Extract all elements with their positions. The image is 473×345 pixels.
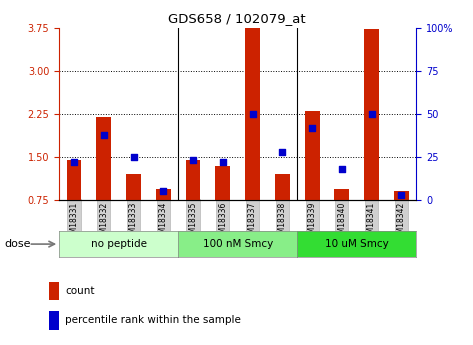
Point xyxy=(338,166,346,172)
Point xyxy=(249,111,256,117)
Text: 10 uM Smcy: 10 uM Smcy xyxy=(325,239,389,249)
Bar xyxy=(275,174,290,200)
Point xyxy=(159,189,167,194)
Bar xyxy=(245,28,260,200)
Point xyxy=(398,192,405,198)
Bar xyxy=(305,111,320,200)
Text: dose: dose xyxy=(5,239,31,249)
Point xyxy=(189,158,197,163)
Bar xyxy=(126,174,141,200)
Point xyxy=(279,149,286,155)
Point xyxy=(368,111,376,117)
Bar xyxy=(49,311,60,330)
Text: no peptide: no peptide xyxy=(91,239,147,249)
Bar xyxy=(394,191,409,200)
Bar xyxy=(67,160,81,200)
Bar xyxy=(364,29,379,200)
Point xyxy=(100,132,107,137)
Bar xyxy=(334,189,349,200)
Bar xyxy=(215,166,230,200)
Bar xyxy=(49,282,60,300)
Bar xyxy=(185,160,201,200)
Point xyxy=(70,159,78,165)
Text: count: count xyxy=(65,286,95,296)
Bar xyxy=(96,117,111,200)
Bar xyxy=(156,189,171,200)
Text: 100 nM Smcy: 100 nM Smcy xyxy=(202,239,273,249)
Text: percentile rank within the sample: percentile rank within the sample xyxy=(65,315,241,325)
Point xyxy=(308,125,316,130)
Text: GDS658 / 102079_at: GDS658 / 102079_at xyxy=(168,12,305,25)
Point xyxy=(130,154,137,160)
Point xyxy=(219,159,227,165)
